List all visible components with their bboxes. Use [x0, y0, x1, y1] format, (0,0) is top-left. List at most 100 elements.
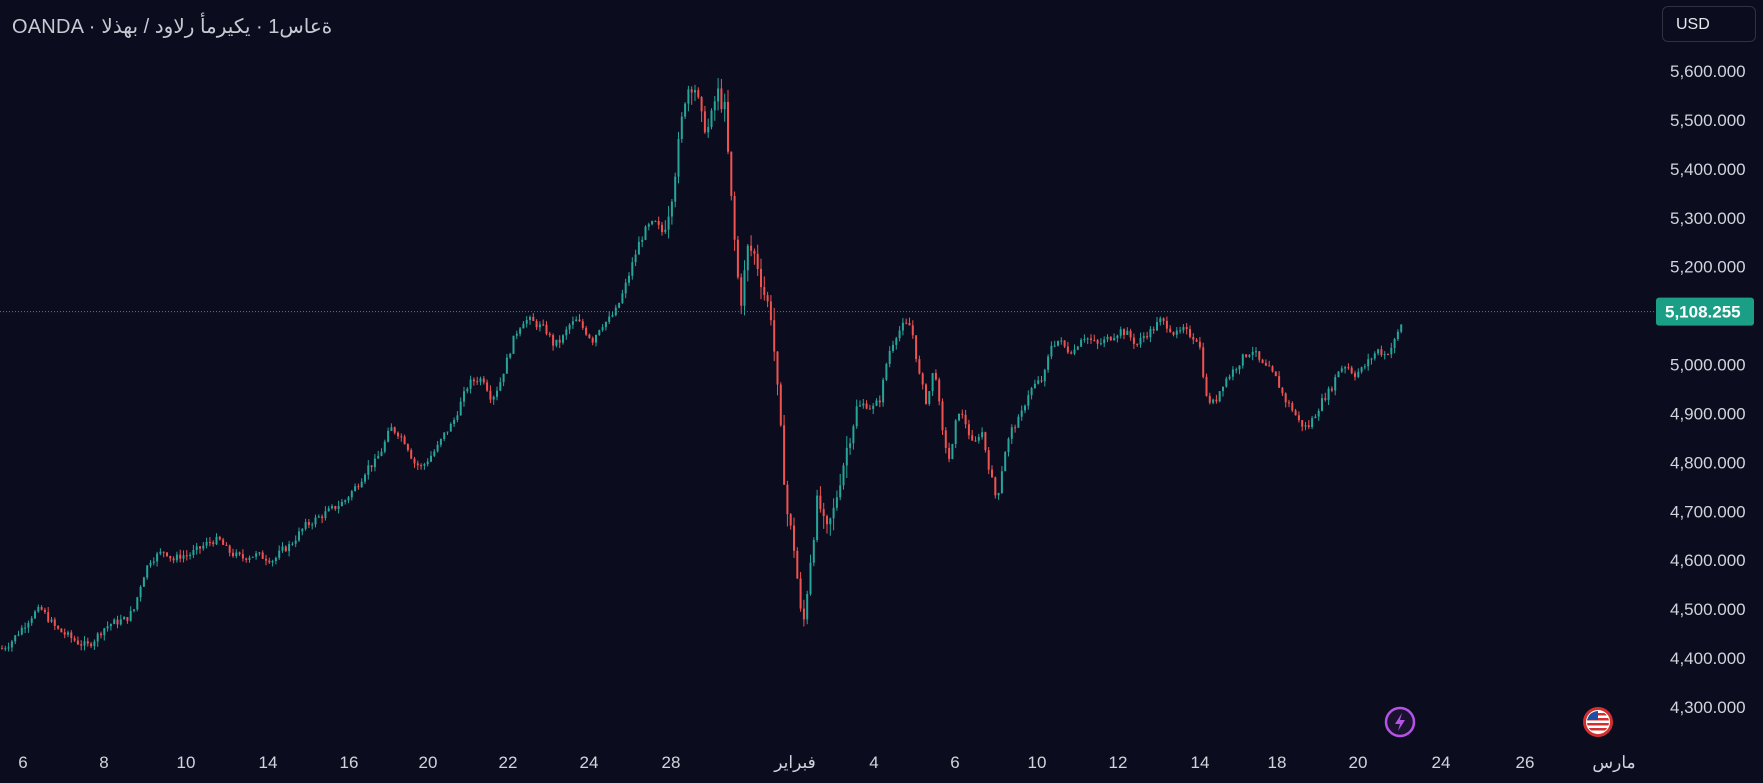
- candle-body: [571, 321, 574, 325]
- candle-body: [1231, 369, 1234, 377]
- candle-body: [1083, 338, 1086, 340]
- candle-body: [1235, 369, 1238, 371]
- candle-body: [482, 378, 485, 383]
- candle-body: [941, 401, 944, 431]
- candle-body: [898, 330, 901, 339]
- candle-body: [172, 558, 175, 561]
- candle-body: [1340, 368, 1343, 372]
- candle-body: [1215, 399, 1218, 402]
- candle-body: [581, 321, 584, 328]
- candle-body: [347, 497, 350, 501]
- candle-body: [327, 508, 330, 512]
- candle-body: [964, 414, 967, 425]
- candle-body: [730, 151, 733, 196]
- candle-body: [1373, 353, 1376, 359]
- price-tick-label: 4,700.000: [1670, 502, 1746, 521]
- candle-body: [1123, 329, 1125, 335]
- candle-body: [1189, 329, 1191, 337]
- candle-body: [637, 241, 640, 255]
- candle-body: [466, 388, 469, 392]
- candle-body: [281, 546, 284, 551]
- candle-body: [103, 628, 106, 636]
- candle-body: [139, 586, 142, 598]
- candle-body: [1159, 318, 1162, 323]
- time-tick-label: 20: [1349, 753, 1368, 772]
- candle-body: [486, 382, 489, 391]
- time-tick-label: 4: [869, 753, 878, 772]
- candle-body: [443, 432, 446, 439]
- candle-body: [806, 593, 809, 620]
- candle-body: [779, 384, 782, 426]
- candle-body: [80, 644, 83, 646]
- last-price-tag: 5,108.255: [1656, 297, 1754, 326]
- candle-body: [126, 617, 129, 621]
- candle-body: [743, 270, 746, 306]
- candle-body: [1179, 330, 1182, 332]
- candle-body: [994, 477, 997, 496]
- time-tick-label: 24: [1432, 753, 1451, 772]
- candle-body: [367, 465, 370, 475]
- candle-body: [1354, 373, 1356, 377]
- lightning-icon[interactable]: [1384, 706, 1416, 738]
- candle-body: [1142, 336, 1145, 338]
- candle-body: [595, 334, 597, 343]
- candle-body: [307, 522, 310, 525]
- candle-body: [1297, 415, 1300, 421]
- candle-body: [1073, 349, 1076, 354]
- candle-body: [1099, 343, 1102, 345]
- candle-body: [859, 405, 861, 407]
- candle-body: [20, 627, 23, 635]
- candle-body: [40, 606, 43, 610]
- candle-body: [522, 323, 525, 329]
- candle-body: [1070, 352, 1073, 354]
- candle-body: [1284, 393, 1287, 403]
- candle-body: [1251, 351, 1254, 356]
- candle-body: [1020, 410, 1023, 417]
- candle-body: [30, 618, 33, 623]
- candle-body: [1258, 351, 1261, 360]
- candle-body: [651, 221, 654, 225]
- price-tick-label: 4,900.000: [1670, 404, 1746, 423]
- candle-body: [938, 379, 941, 402]
- candle-body: [911, 325, 914, 336]
- candle-body: [555, 339, 558, 346]
- candle-body: [24, 627, 27, 629]
- candle-body: [776, 351, 779, 385]
- candle-body: [618, 302, 621, 308]
- candle-body: [212, 542, 215, 545]
- candle-body: [1126, 330, 1129, 335]
- candle-body: [1106, 336, 1109, 340]
- candle-body: [96, 633, 99, 642]
- candle-body: [1212, 399, 1215, 403]
- candle-body: [63, 632, 66, 635]
- candle-body: [892, 344, 894, 351]
- candle-body: [954, 420, 957, 444]
- candle-body: [1225, 378, 1228, 387]
- candle-body: [360, 481, 363, 488]
- candle-body: [1132, 337, 1135, 344]
- candle-body: [644, 226, 647, 240]
- candle-body: [364, 474, 366, 482]
- candle-body: [1076, 346, 1079, 350]
- candle-body: [489, 390, 492, 400]
- candle-body: [1344, 367, 1347, 369]
- candle-body: [1119, 329, 1122, 336]
- candle-body: [783, 425, 786, 485]
- candle-body: [34, 611, 36, 619]
- price-axis[interactable]: 5,600.000 5,500.000 5,400.000 5,300.000 5,20…: [1670, 62, 1746, 717]
- candle-body: [1301, 420, 1304, 427]
- time-axis[interactable]: 6 8 10 14 16 20 22 24 28 فبراير 4 6 10 12 14 18 20 24 26 ما…: [18, 753, 1635, 773]
- candle-body: [928, 391, 931, 404]
- candle-body: [727, 101, 729, 152]
- price-tick-label: 4,600.000: [1670, 551, 1746, 570]
- time-tick-label: فبراير: [773, 753, 815, 773]
- candle-body: [1165, 320, 1168, 329]
- price-tick-label: 4,400.000: [1670, 649, 1746, 668]
- currency-button[interactable]: USD: [1662, 6, 1756, 42]
- us-flag-icon[interactable]: [1583, 707, 1613, 737]
- candle-body: [578, 319, 581, 322]
- price-tick-label: 5,600.000: [1670, 62, 1746, 81]
- candle-body: [654, 221, 657, 223]
- candle-body: [133, 609, 135, 611]
